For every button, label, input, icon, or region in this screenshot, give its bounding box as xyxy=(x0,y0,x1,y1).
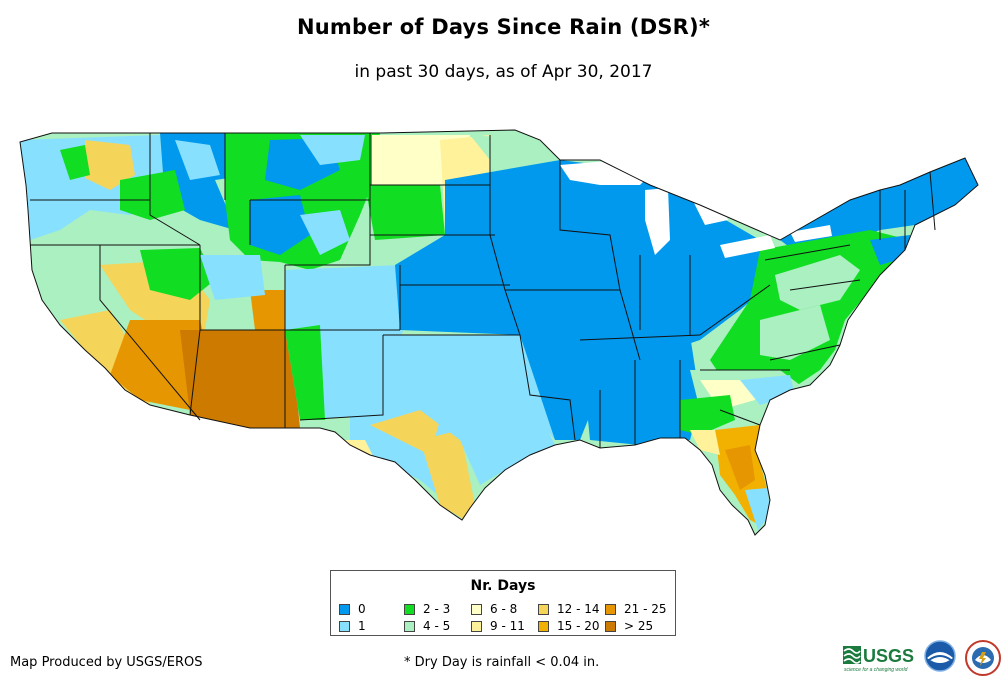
legend-label: 15 - 20 xyxy=(557,619,600,633)
map-credit: Map Produced by USGS/EROS xyxy=(10,655,203,670)
agency-logos: USGS science for a changing world xyxy=(843,638,1003,678)
map-footnote: * Dry Day is rainfall < 0.04 in. xyxy=(404,655,600,670)
legend-label: 12 - 14 xyxy=(557,602,600,616)
legend-swatch xyxy=(538,621,549,632)
legend-item-6: 12 - 14 xyxy=(538,602,600,616)
legend-label: 21 - 25 xyxy=(624,602,667,616)
legend-label: 4 - 5 xyxy=(423,619,451,633)
legend-item-5: 9 - 11 xyxy=(471,619,525,633)
usgs-logo-text: USGS xyxy=(863,646,914,666)
legend-item-7: 15 - 20 xyxy=(538,619,600,633)
legend-label: 0 xyxy=(358,602,366,616)
legend-item-0: 0 xyxy=(339,602,366,616)
legend-label: 6 - 8 xyxy=(490,602,518,616)
us-map xyxy=(0,110,1007,560)
legend-item-8: 21 - 25 xyxy=(605,602,667,616)
legend-label: 1 xyxy=(358,619,366,633)
legend-box: Nr. Days 0 1 2 - 3 4 - 5 6 - 8 9 - 11 12… xyxy=(330,570,676,636)
legend-swatch xyxy=(339,621,350,632)
map-subtitle: in past 30 days, as of Apr 30, 2017 xyxy=(354,62,653,82)
legend-item-3: 4 - 5 xyxy=(404,619,450,633)
legend-item-4: 6 - 8 xyxy=(471,602,517,616)
legend-item-9: > 25 xyxy=(605,619,653,633)
legend-swatch xyxy=(471,621,482,632)
legend-label: 2 - 3 xyxy=(423,602,451,616)
national-weather-service-logo xyxy=(965,640,1001,676)
legend-title: Nr. Days xyxy=(470,578,536,594)
legend-item-2: 2 - 3 xyxy=(404,602,450,616)
legend-swatch xyxy=(605,621,616,632)
noaa-logo xyxy=(924,640,956,672)
legend-label: 9 - 11 xyxy=(490,619,525,633)
legend-swatch xyxy=(404,604,415,615)
usgs-logo-tagline: science for a changing world xyxy=(844,667,908,673)
legend-swatch xyxy=(471,604,482,615)
legend-swatch xyxy=(404,621,415,632)
legend-swatch xyxy=(538,604,549,615)
legend-swatch xyxy=(605,604,616,615)
map-title: Number of Days Since Rain (DSR)* xyxy=(296,15,711,39)
legend-swatch xyxy=(339,604,350,615)
legend-label: > 25 xyxy=(624,619,654,633)
usgs-logo: USGS science for a changing world xyxy=(843,646,914,673)
legend-item-1: 1 xyxy=(339,619,366,633)
